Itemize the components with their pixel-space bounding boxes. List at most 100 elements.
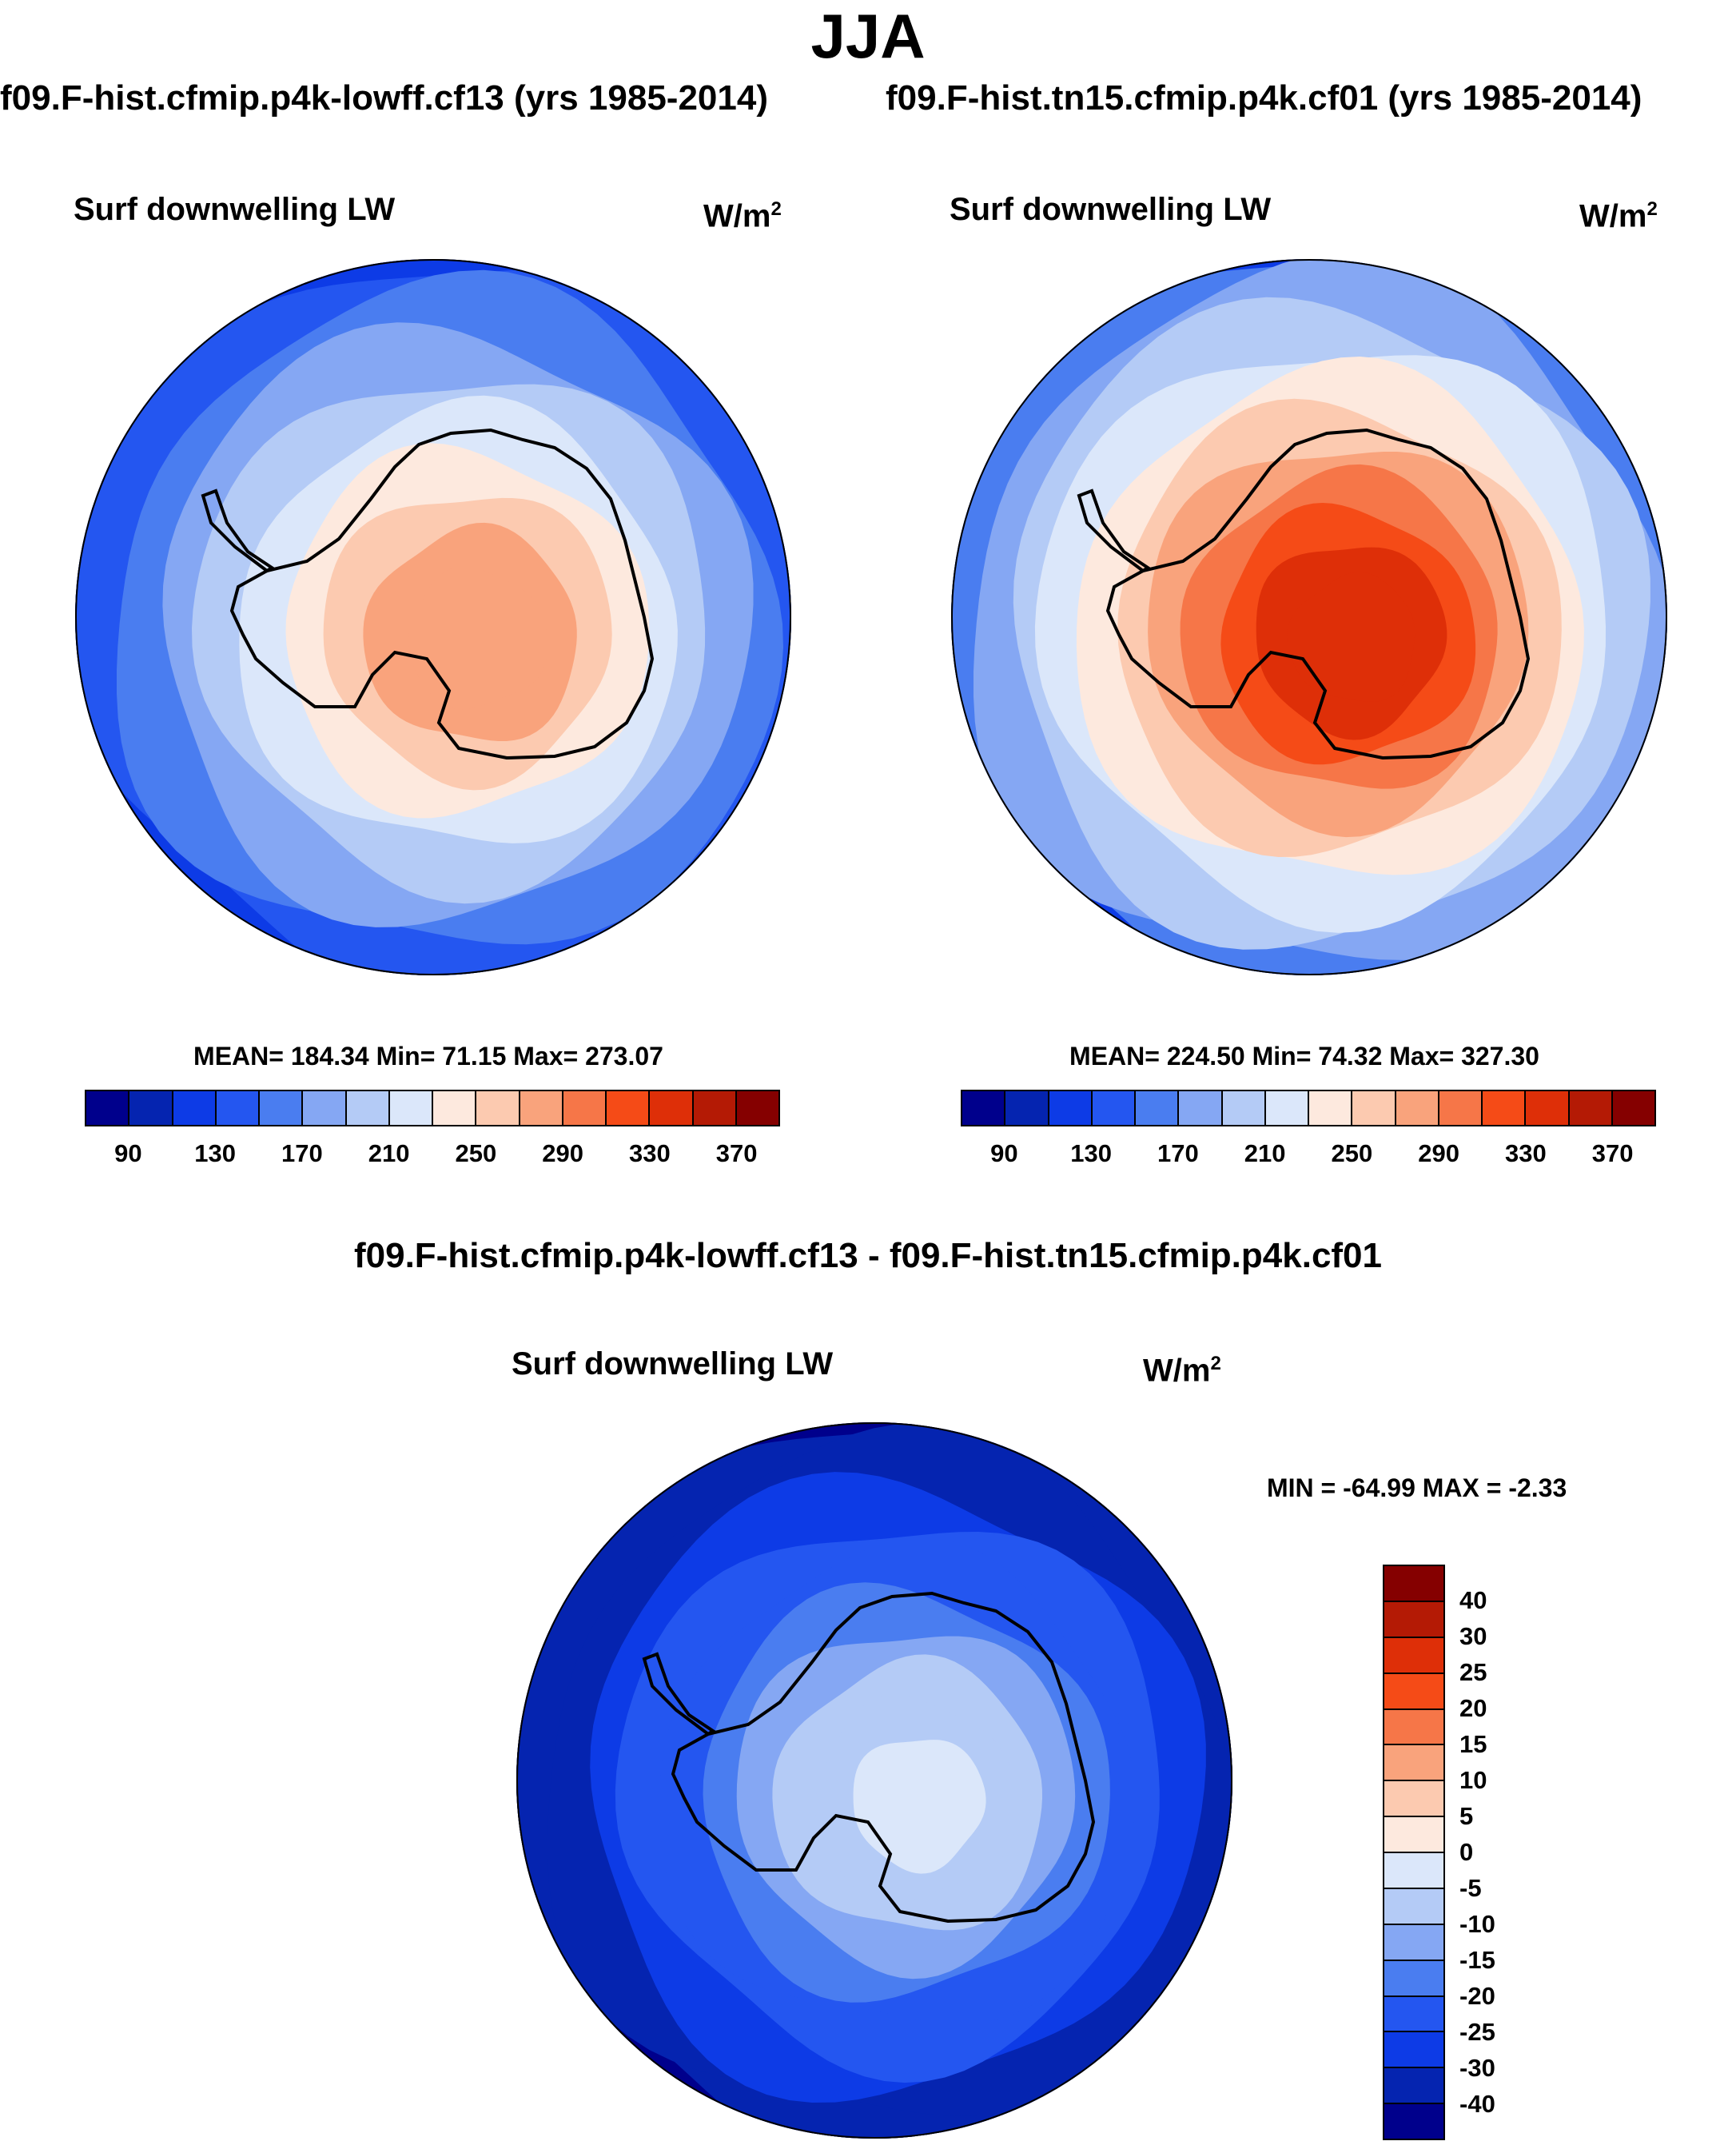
colorbar-swatch (1384, 1601, 1443, 1638)
colorbar-tick-label: 130 (194, 1139, 236, 1167)
colorbar-swatch (693, 1091, 737, 1125)
colorbar-swatch (563, 1091, 607, 1125)
colorbar-tick-label: 25 (1459, 1658, 1487, 1686)
diff-contour-band (853, 1740, 986, 1874)
diff-title: Surf downwelling LW (512, 1346, 834, 1382)
colorbar-tick-label: 20 (1459, 1694, 1487, 1722)
colorbar-swatch (86, 1091, 130, 1125)
colorbar-swatch (216, 1091, 260, 1125)
colorbar-tick-label: 170 (281, 1139, 323, 1167)
colorbar-tick-label: -20 (1459, 1982, 1495, 2010)
colorbar-swatch (1526, 1091, 1570, 1125)
colorbar-tick-label: 170 (1157, 1139, 1199, 1167)
panel-a-title: Surf downwelling LW (74, 192, 396, 227)
colorbar-swatch (389, 1091, 433, 1125)
colorbar-swatch (1352, 1091, 1396, 1125)
colorbar-swatch (1384, 1817, 1443, 1853)
panel-b-contour-band (1287, 572, 1415, 702)
colorbar-swatch (520, 1091, 563, 1125)
colorbar-swatch (1612, 1091, 1654, 1125)
colorbar-swatch (962, 1091, 1006, 1125)
diff-label: f09.F-hist.cfmip.p4k-lowff.cf13 - f09.F-… (353, 1236, 1383, 1275)
colorbar-tick-label: -25 (1459, 2018, 1495, 2046)
colorbar-swatch (1384, 1745, 1443, 1782)
colorbar-tick-label: -40 (1459, 2090, 1495, 2118)
colorbar-swatch (1049, 1091, 1093, 1125)
colorbar-swatch (1092, 1091, 1136, 1125)
panel-a-contour-band (408, 566, 548, 710)
panel-b-map-border (951, 259, 1667, 975)
colorbar-swatch (1384, 1637, 1443, 1674)
panel-b-coastline (1077, 428, 1531, 760)
colorbar-swatch (736, 1091, 778, 1125)
panel-a-colorbar-ticks: 90 130 170 210 250 290 330 370 (85, 1139, 780, 1171)
colorbar-tick-label: 250 (1331, 1139, 1373, 1167)
panel-a-units: W/m2 (703, 198, 782, 234)
colorbar-tick-label: 370 (715, 1139, 758, 1167)
colorbar-swatch (1569, 1091, 1613, 1125)
colorbar-tick-label: -10 (1459, 1910, 1495, 1938)
case-a-label: f09.F-hist.cfmip.p4k-lowff.cf13 (yrs 198… (0, 78, 768, 118)
colorbar-tick-label: 30 (1459, 1622, 1487, 1650)
colorbar-swatch (1384, 1781, 1443, 1818)
panel-b-map (951, 259, 1667, 975)
season-title: JJA (810, 1, 926, 71)
panel-b-title: Surf downwelling LW (950, 192, 1272, 227)
colorbar-tick-label: 90 (114, 1139, 142, 1167)
colorbar-swatch (1384, 2104, 1443, 2139)
case-b-label: f09.F-hist.tn15.cfmip.p4k.cf01 (yrs 1985… (886, 78, 1642, 118)
colorbar-swatch (1384, 1566, 1443, 1602)
colorbar-tick-label: 5 (1459, 1802, 1474, 1830)
colorbar-swatch (433, 1091, 477, 1125)
colorbar-swatch (1384, 1709, 1443, 1746)
colorbar-tick-label: 90 (990, 1139, 1018, 1167)
colorbar-swatch (1384, 2032, 1443, 2069)
colorbar-swatch (1265, 1091, 1309, 1125)
colorbar-swatch (1384, 1673, 1443, 1710)
panel-a-stats: MEAN= 184.34 Min= 71.15 Max= 273.07 (193, 1042, 663, 1071)
colorbar-tick-label: -5 (1459, 1874, 1482, 1902)
colorbar-tick-label: 250 (455, 1139, 497, 1167)
panel-b-stats: MEAN= 224.50 Min= 74.32 Max= 327.30 (1069, 1042, 1539, 1071)
colorbar-tick-label: 15 (1459, 1730, 1487, 1758)
colorbar-swatch (1384, 1853, 1443, 1889)
panel-a-map (75, 259, 791, 975)
panel-a-map-border (75, 259, 791, 975)
colorbar-tick-label: 210 (1244, 1139, 1286, 1167)
diff-map (516, 1422, 1232, 2139)
colorbar-swatch (1396, 1091, 1439, 1125)
colorbar-swatch (303, 1091, 347, 1125)
panel-b-colorbar (961, 1090, 1656, 1126)
colorbar-tick-label: -15 (1459, 1946, 1495, 1974)
colorbar-swatch (1439, 1091, 1483, 1125)
colorbar-tick-label: 0 (1459, 1838, 1474, 1866)
colorbar-tick-label: 10 (1459, 1766, 1487, 1794)
colorbar-tick-label: 130 (1070, 1139, 1112, 1167)
panel-a-coastline (201, 428, 655, 760)
colorbar-swatch (260, 1091, 304, 1125)
colorbar-swatch (607, 1091, 651, 1125)
colorbar-tick-label: -30 (1459, 2054, 1495, 2082)
diff-coastline (642, 1591, 1096, 1924)
colorbar-swatch (1222, 1091, 1266, 1125)
panel-b-colorbar-ticks: 90 130 170 210 250 290 330 370 (961, 1139, 1656, 1171)
colorbar-tick-label: 290 (542, 1139, 583, 1167)
colorbar-swatch (173, 1091, 217, 1125)
colorbar-swatch (1384, 1960, 1443, 1997)
colorbar-swatch (1179, 1091, 1223, 1125)
colorbar-tick-label: 40 (1459, 1586, 1487, 1614)
colorbar-swatch (346, 1091, 390, 1125)
colorbar-tick-label: 210 (368, 1139, 410, 1167)
colorbar-swatch (129, 1091, 173, 1125)
colorbar-swatch (1136, 1091, 1180, 1125)
panel-a-colorbar (85, 1090, 780, 1126)
colorbar-swatch (1384, 2068, 1443, 2105)
panel-b-units: W/m2 (1579, 198, 1658, 234)
colorbar-swatch (476, 1091, 520, 1125)
diff-units: W/m2 (1143, 1353, 1221, 1389)
diff-map-border (516, 1422, 1232, 2139)
diff-stats: MIN = -64.99 MAX = -2.33 (1267, 1473, 1567, 1502)
colorbar-tick-label: 330 (629, 1139, 671, 1167)
colorbar-swatch (1483, 1091, 1527, 1125)
colorbar-tick-label: 370 (1591, 1139, 1634, 1167)
